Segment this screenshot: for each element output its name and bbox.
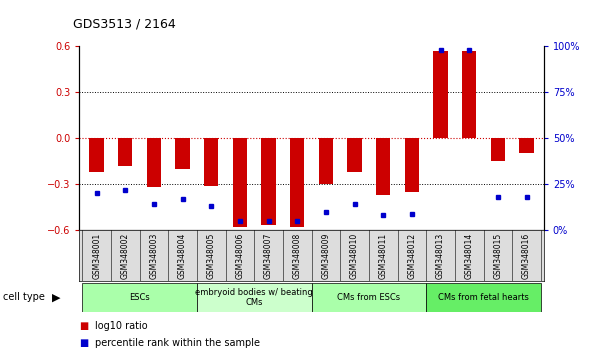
Text: GSM348008: GSM348008 <box>293 233 302 279</box>
Bar <box>433 51 448 138</box>
Bar <box>204 138 219 185</box>
Bar <box>404 138 419 192</box>
Text: percentile rank within the sample: percentile rank within the sample <box>95 338 260 348</box>
Text: embryoid bodies w/ beating
CMs: embryoid bodies w/ beating CMs <box>196 288 313 307</box>
Text: cell type: cell type <box>3 292 45 302</box>
Bar <box>290 138 304 227</box>
Text: GSM348011: GSM348011 <box>379 233 388 279</box>
Text: CMs from fetal hearts: CMs from fetal hearts <box>438 293 529 302</box>
Text: GSM348010: GSM348010 <box>350 233 359 279</box>
Text: GSM348015: GSM348015 <box>494 233 502 279</box>
Text: log10 ratio: log10 ratio <box>95 321 147 331</box>
Bar <box>462 51 477 138</box>
Bar <box>147 138 161 187</box>
Text: GSM348003: GSM348003 <box>150 233 158 279</box>
Text: ■: ■ <box>79 321 89 331</box>
Text: ▶: ▶ <box>52 292 60 302</box>
Bar <box>82 283 197 312</box>
Bar <box>312 283 426 312</box>
Text: ■: ■ <box>79 338 89 348</box>
Bar <box>519 138 534 153</box>
Bar <box>491 138 505 161</box>
Bar <box>348 138 362 172</box>
Text: GSM348016: GSM348016 <box>522 233 531 279</box>
Text: GSM348001: GSM348001 <box>92 233 101 279</box>
Text: GSM348014: GSM348014 <box>465 233 474 279</box>
Bar <box>262 138 276 225</box>
Bar <box>89 138 104 172</box>
Bar <box>319 138 333 184</box>
Text: GSM348012: GSM348012 <box>408 233 417 279</box>
Text: GSM348007: GSM348007 <box>264 233 273 279</box>
Bar <box>426 283 541 312</box>
Text: ESCs: ESCs <box>130 293 150 302</box>
Text: GSM348009: GSM348009 <box>321 233 331 279</box>
Bar <box>233 138 247 227</box>
Text: GDS3513 / 2164: GDS3513 / 2164 <box>73 18 176 31</box>
Bar <box>118 138 133 166</box>
Text: GSM348006: GSM348006 <box>235 233 244 279</box>
Text: GSM348013: GSM348013 <box>436 233 445 279</box>
Bar <box>197 283 312 312</box>
Bar <box>175 138 190 169</box>
Bar <box>376 138 390 195</box>
Text: GSM348004: GSM348004 <box>178 233 187 279</box>
Text: CMs from ESCs: CMs from ESCs <box>337 293 400 302</box>
Text: GSM348002: GSM348002 <box>121 233 130 279</box>
Text: GSM348005: GSM348005 <box>207 233 216 279</box>
